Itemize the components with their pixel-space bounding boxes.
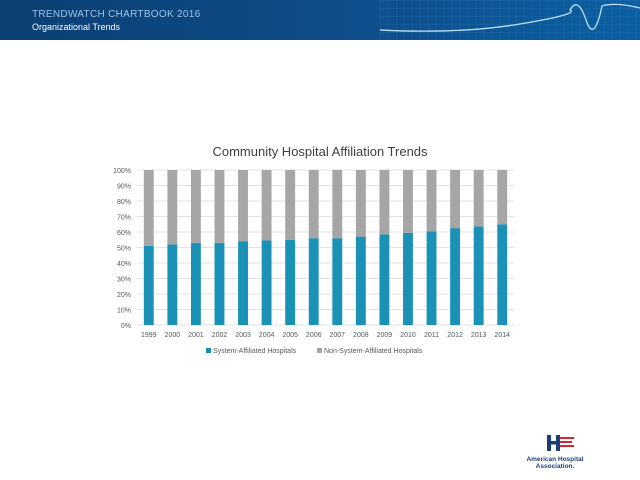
y-tick-label: 100% [113, 168, 131, 175]
x-tick-label: 2006 [306, 332, 322, 339]
bar-system-affiliated [143, 245, 154, 325]
bar-non-system-affiliated [403, 170, 413, 233]
bar-non-system-affiliated [308, 170, 319, 239]
bar-system-affiliated [497, 224, 508, 325]
x-tick-label: 2014 [494, 332, 510, 339]
bar-system-affiliated [355, 236, 366, 325]
bar-system-affiliated [261, 240, 272, 325]
aha-logo-line1: American Hospital [526, 456, 584, 463]
x-tick-label: 2013 [471, 332, 487, 339]
x-tick-label: 2003 [235, 332, 251, 339]
bar-system-affiliated [379, 234, 390, 325]
legend-label: System-Affiliated Hospitals [213, 348, 297, 355]
bar-system-affiliated [450, 228, 461, 325]
x-tick-label: 2001 [188, 332, 204, 339]
aha-logo-text: American Hospital Association. [515, 456, 595, 470]
y-tick-label: 80% [117, 199, 131, 206]
bar-non-system-affiliated [332, 170, 343, 239]
x-tick-label: 2005 [282, 332, 298, 339]
bar-non-system-affiliated [285, 170, 296, 240]
x-tick-label: 2012 [447, 332, 463, 339]
bar-system-affiliated [308, 238, 319, 325]
y-tick-label: 60% [117, 230, 131, 237]
bar-non-system-affiliated [450, 170, 461, 229]
x-tick-label: 2010 [400, 332, 416, 339]
bar-non-system-affiliated [497, 170, 508, 225]
bar-non-system-affiliated [426, 170, 437, 232]
header-subtitle: Organizational Trends [32, 22, 121, 32]
y-tick-label: 0% [121, 323, 131, 330]
bar-non-system-affiliated [190, 170, 201, 243]
aha-logo: American Hospital Association. [515, 434, 595, 474]
bar-system-affiliated [214, 242, 225, 325]
legend-swatch [317, 348, 322, 353]
bar-system-affiliated [473, 226, 484, 325]
legend-label: Non-System-Affiliated Hospitals [324, 348, 423, 355]
aha-logo-mark [547, 435, 574, 451]
y-tick-label: 10% [117, 308, 131, 315]
x-tick-label: 2004 [259, 332, 275, 339]
bar-system-affiliated [285, 239, 296, 325]
bar-system-affiliated [403, 232, 413, 325]
y-tick-label: 50% [117, 246, 131, 253]
bar-system-affiliated [190, 242, 201, 325]
header-decoration [379, 0, 640, 40]
bar-non-system-affiliated [238, 170, 248, 242]
x-tick-label: 2011 [424, 332, 439, 339]
bar-non-system-affiliated [473, 170, 484, 227]
legend-swatch [206, 348, 211, 353]
bar-non-system-affiliated [261, 170, 272, 241]
bar-system-affiliated [332, 238, 343, 325]
x-tick-label: 1999 [141, 332, 157, 339]
y-tick-label: 70% [117, 215, 131, 222]
aha-logo-line2: Association. [535, 463, 575, 470]
x-tick-label: 2000 [165, 332, 181, 339]
bar-system-affiliated [167, 244, 178, 325]
y-tick-label: 40% [117, 261, 131, 268]
bar-non-system-affiliated [167, 170, 178, 245]
bar-non-system-affiliated [355, 170, 366, 237]
x-tick-label: 2008 [353, 332, 369, 339]
y-tick-label: 90% [117, 184, 131, 191]
bar-non-system-affiliated [214, 170, 225, 243]
x-tick-label: 2009 [377, 332, 393, 339]
y-tick-label: 30% [117, 277, 131, 284]
x-tick-label: 2007 [329, 332, 345, 339]
bar-non-system-affiliated [379, 170, 390, 235]
chart-title: Community Hospital Affiliation Trends [212, 144, 428, 159]
x-tick-label: 2002 [212, 332, 228, 339]
bar-system-affiliated [238, 241, 248, 325]
y-tick-label: 20% [117, 292, 131, 299]
bar-non-system-affiliated [143, 170, 154, 246]
header-banner: TRENDWATCH CHARTBOOK 2016 Organizational… [0, 0, 640, 40]
bar-system-affiliated [426, 231, 437, 325]
header-title: TRENDWATCH CHARTBOOK 2016 [32, 9, 201, 20]
